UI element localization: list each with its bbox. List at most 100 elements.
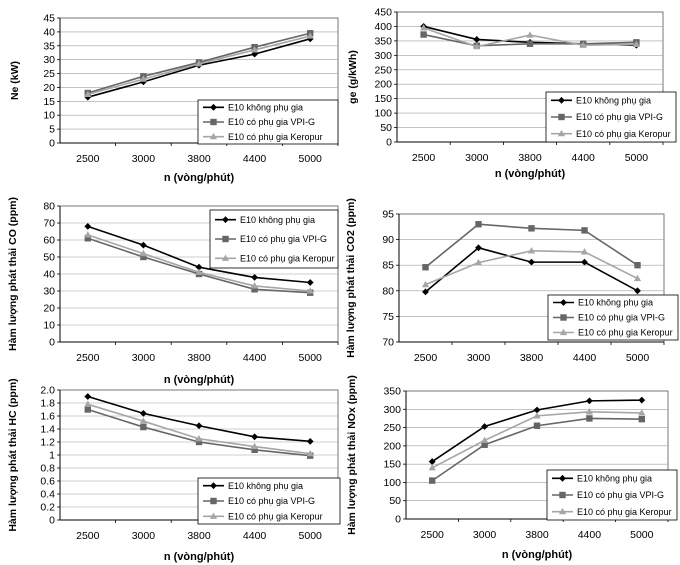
data-point-s3 bbox=[533, 412, 541, 419]
data-point-s3 bbox=[474, 258, 483, 266]
y-tick-label: 200 bbox=[374, 79, 392, 91]
y-tick-label: 40 bbox=[43, 26, 55, 38]
y-tick-label: 250 bbox=[374, 64, 392, 76]
legend-marker bbox=[560, 314, 567, 321]
x-tick-label: 3800 bbox=[187, 352, 211, 364]
legend-label: E10 không phụ gia bbox=[228, 103, 303, 113]
data-point-s1 bbox=[528, 258, 535, 266]
data-point-s3 bbox=[306, 32, 314, 39]
y-tick-label: 25 bbox=[43, 68, 55, 80]
legend-marker bbox=[558, 96, 565, 104]
data-point-s1 bbox=[306, 279, 314, 286]
y-tick-label: 0.8 bbox=[40, 463, 55, 475]
legend-label: E10 có phụ gia VPI-G bbox=[228, 496, 315, 506]
y-tick-label: 0 bbox=[49, 337, 55, 349]
data-point-s3 bbox=[473, 42, 481, 50]
legend: E10 không phụ gia E10 có phụ gia VPI-G E10… bbox=[545, 91, 677, 143]
x-tick-label: 2500 bbox=[76, 153, 100, 165]
data-point-s3 bbox=[428, 464, 436, 471]
data-point-s1 bbox=[84, 223, 92, 230]
y-tick-label: 150 bbox=[374, 93, 392, 105]
legend-label: E10 có phụ gia Keropur bbox=[578, 328, 673, 338]
data-point-s3 bbox=[632, 40, 640, 47]
data-point-s1 bbox=[84, 393, 92, 400]
data-point-s1 bbox=[251, 433, 258, 441]
y-tick-label: 10 bbox=[43, 320, 55, 332]
y-tick-label: 100 bbox=[374, 108, 392, 120]
y-tick-label: 1 bbox=[49, 450, 55, 462]
data-point-s1 bbox=[638, 396, 646, 404]
x-axis-label: n (vòng/phút) bbox=[495, 168, 566, 180]
legend-label: E10 có phụ gia Keropur bbox=[228, 512, 323, 522]
data-point-s3 bbox=[195, 60, 203, 67]
data-point-s2 bbox=[586, 415, 593, 422]
x-tick-label: 3000 bbox=[132, 352, 156, 364]
y-tick-label: 1.8 bbox=[40, 398, 55, 410]
data-point-s1 bbox=[422, 288, 429, 296]
y-tick-label: 60 bbox=[43, 235, 55, 247]
data-point-s2 bbox=[251, 286, 258, 293]
data-point-s3 bbox=[633, 274, 642, 282]
x-tick-label: 5000 bbox=[299, 352, 323, 364]
data-point-s3 bbox=[306, 449, 314, 457]
y-tick-label: 80 bbox=[382, 285, 394, 297]
legend-label: E10 có phụ gia Keropur bbox=[576, 129, 671, 139]
data-point-s3 bbox=[579, 41, 587, 48]
y-tick-label: 0.2 bbox=[40, 502, 55, 514]
x-tick-label: 2500 bbox=[76, 352, 100, 364]
legend-marker bbox=[210, 497, 217, 505]
y-tick-label: 85 bbox=[382, 260, 394, 272]
x-tick-label: 5000 bbox=[299, 530, 323, 542]
x-tick-label: 3800 bbox=[525, 529, 549, 541]
data-point-s1 bbox=[581, 258, 588, 266]
x-tick-label: 4400 bbox=[573, 352, 597, 364]
x-axis-label: n (vòng/phút) bbox=[164, 551, 235, 563]
data-point-s1 bbox=[473, 36, 481, 43]
legend-marker bbox=[209, 132, 218, 140]
y-tick-label: 0 bbox=[386, 137, 392, 149]
data-point-s2 bbox=[251, 446, 258, 453]
legend-label: E10 có phụ gia Keropur bbox=[577, 507, 672, 517]
y-tick-label: 70 bbox=[43, 218, 55, 230]
chart-2: 0 50 100 150 200 250 300 350 400 450 2500 3000 3800 4… bbox=[347, 7, 677, 180]
y-tick-label: 250 bbox=[383, 422, 401, 434]
data-point-s3 bbox=[84, 231, 92, 238]
data-point-s1 bbox=[195, 263, 203, 271]
data-point-s1 bbox=[586, 397, 593, 405]
data-point-s2 bbox=[429, 477, 436, 484]
legend-label: E10 có phụ gia Keropur bbox=[240, 254, 335, 264]
x-tick-label: 3800 bbox=[187, 153, 211, 165]
data-point-s3 bbox=[251, 442, 259, 450]
data-point-s2 bbox=[195, 438, 203, 446]
y-tick-label: 5 bbox=[49, 124, 55, 136]
data-point-s2 bbox=[420, 31, 427, 38]
data-point-s3 bbox=[527, 247, 536, 254]
chart-4: 70 75 80 85 90 95 2500 3000 3800 4400 5000 Hàm lượn… bbox=[345, 198, 679, 364]
legend: E10 không phụ gia E10 có phụ gia VPI-G E10… bbox=[209, 209, 339, 269]
data-point-s2 bbox=[84, 235, 91, 242]
x-tick-label: 3800 bbox=[520, 352, 544, 364]
y-tick-label: 1.4 bbox=[40, 424, 55, 436]
y-tick-label: 30 bbox=[43, 286, 55, 298]
legend-label: E10 không phụ gia bbox=[577, 474, 652, 484]
data-point-s2 bbox=[422, 264, 429, 271]
legend-marker bbox=[209, 512, 218, 519]
y-tick-label: 300 bbox=[383, 404, 401, 416]
y-tick-label: 400 bbox=[374, 21, 392, 33]
data-point-s1 bbox=[140, 410, 147, 417]
y-tick-label: 95 bbox=[382, 209, 394, 221]
legend-marker bbox=[222, 235, 229, 243]
data-point-s2 bbox=[140, 423, 147, 431]
x-tick-label: 2500 bbox=[414, 352, 438, 364]
legend-marker bbox=[557, 129, 566, 137]
legend-marker bbox=[559, 491, 566, 499]
legend-marker bbox=[210, 482, 217, 490]
y-tick-label: 300 bbox=[374, 50, 392, 62]
legend-marker bbox=[221, 254, 230, 261]
y-tick-label: 75 bbox=[382, 311, 394, 323]
x-axis-label: n (vòng/phút) bbox=[164, 374, 235, 386]
data-point-s1 bbox=[251, 274, 258, 281]
y-tick-label: 70 bbox=[382, 337, 394, 349]
